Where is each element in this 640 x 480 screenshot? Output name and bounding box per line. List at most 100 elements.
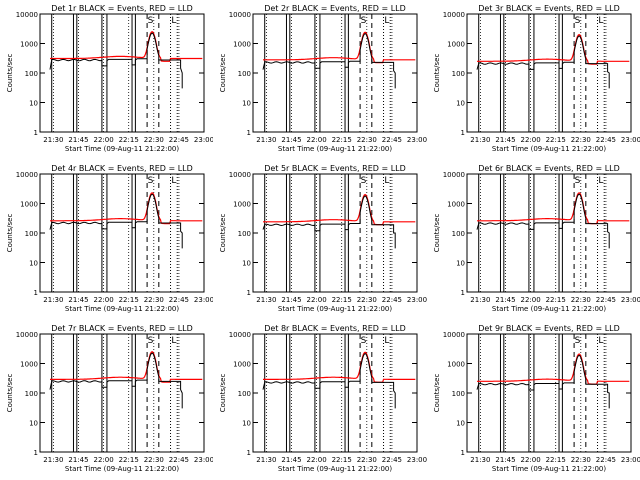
x-axis-label: Start Time (09-Aug-11 21:22:00) [278,305,392,313]
y-tick-label: 100 [238,230,251,238]
detector-chart-8: Det 8r BLACK = Events, RED = LLD 1 10 100 10… [219,324,426,473]
x-tick-label: 23:00 [194,296,213,304]
x-tick-label: 21:30 [470,296,490,304]
marker-s: S [574,176,580,186]
y-tick-label: 10 [242,100,251,108]
x-tick-label: 21:45 [68,296,88,304]
x-tick-label: 21:30 [470,456,490,464]
y-tick-label: 100 [451,230,464,238]
plot-frame [39,333,205,453]
x-tick-label: 22:15 [119,456,139,464]
y-tick-label: 1000 [234,41,252,49]
x-tick-label: 22:00 [93,456,113,464]
x-tick-label: 23:00 [621,136,640,144]
x-tick-label: 22:45 [169,296,189,304]
y-tick-label: 100 [238,390,251,398]
x-tick-label: 23:00 [194,456,213,464]
lld-series-line [50,31,203,62]
x-tick-label: 21:45 [68,136,88,144]
y-axis-label: Counts/sec [6,214,14,253]
chart-title: Det 5r BLACK = Events, RED = LLD [265,164,407,173]
x-tick-label: 22:15 [332,296,352,304]
x-tick-label: 21:45 [495,136,515,144]
y-tick-label: 10 [29,420,38,428]
events-series-line [49,32,183,89]
x-tick-label: 22:15 [119,296,139,304]
x-tick-label: 22:00 [520,456,540,464]
y-tick-label: 100 [451,70,464,78]
marker-l: L [171,16,176,26]
x-tick-label: 22:00 [93,296,113,304]
x-tick-label: 21:45 [282,136,302,144]
x-tick-label: 21:45 [68,456,88,464]
y-axis-label: Counts/sec [433,54,441,93]
x-tick-label: 22:30 [144,136,164,144]
plot-frame [39,13,205,133]
plot-frame [39,173,205,293]
chart-title: Det 3r BLACK = Events, RED = LLD [478,4,620,13]
y-tick-label: 100 [25,70,38,78]
y-tick-label: 10000 [229,171,251,179]
events-series-line [49,193,183,249]
events-series-line [262,195,397,249]
x-tick-label: 22:45 [595,456,615,464]
marker-l: L [385,336,390,346]
chart-title: Det 1r BLACK = Events, RED = LLD [51,4,193,13]
marker-l: L [385,176,390,186]
y-tick-label: 1000 [447,361,465,369]
marker-l: L [385,16,390,26]
y-tick-label: 10 [29,260,38,268]
lld-series-line [476,33,629,65]
chart-title: Det 9r BLACK = Events, RED = LLD [478,324,620,333]
x-tick-label: 23:00 [407,456,426,464]
lld-series-line [263,351,416,383]
marker-s: S [361,176,367,186]
lld-series-line [476,192,629,225]
x-tick-label: 22:15 [332,456,352,464]
y-tick-label: 1000 [20,361,38,369]
y-tick-label: 10000 [16,171,38,179]
x-tick-label: 22:30 [357,136,377,144]
y-tick-label: 10000 [16,11,38,19]
x-tick-label: 21:30 [43,136,63,144]
events-series-line [476,193,610,249]
marker-s: S [574,16,580,26]
y-tick-label: 1000 [447,201,465,209]
marker-s: S [574,336,580,346]
x-tick-label: 22:00 [520,296,540,304]
x-tick-label: 23:00 [407,136,426,144]
events-series-line [262,32,397,89]
y-axis-label: Counts/sec [219,214,227,253]
plot-frame [466,13,632,133]
y-tick-label: 1 [460,449,464,457]
plot-frame [466,173,632,293]
x-tick-label: 22:15 [119,136,139,144]
marker-l: L [171,176,176,186]
x-tick-label: 21:45 [282,296,302,304]
y-tick-label: 10 [456,100,465,108]
y-tick-label: 10000 [442,11,464,19]
x-tick-label: 22:45 [382,296,402,304]
x-tick-label: 21:30 [43,456,63,464]
chart-title: Det 7r BLACK = Events, RED = LLD [51,324,193,333]
plot-frame [252,173,418,293]
x-tick-label: 22:30 [570,296,590,304]
y-tick-label: 100 [25,230,38,238]
chart-title: Det 2r BLACK = Events, RED = LLD [265,4,407,13]
x-tick-label: 21:30 [257,136,277,144]
lld-series-line [476,353,629,385]
y-tick-label: 10000 [442,331,464,339]
x-tick-label: 21:30 [257,296,277,304]
y-tick-label: 10 [456,260,465,268]
marker-s: S [148,176,154,186]
y-tick-label: 1 [247,289,251,297]
lld-series-line [50,192,203,225]
lld-series-line [263,31,416,64]
x-tick-label: 21:45 [282,456,302,464]
x-tick-label: 23:00 [621,456,640,464]
x-tick-label: 22:00 [520,136,540,144]
x-tick-label: 21:45 [495,456,515,464]
y-tick-label: 10000 [229,331,251,339]
chart-title: Det 4r BLACK = Events, RED = LLD [51,164,193,173]
x-tick-label: 22:45 [595,296,615,304]
